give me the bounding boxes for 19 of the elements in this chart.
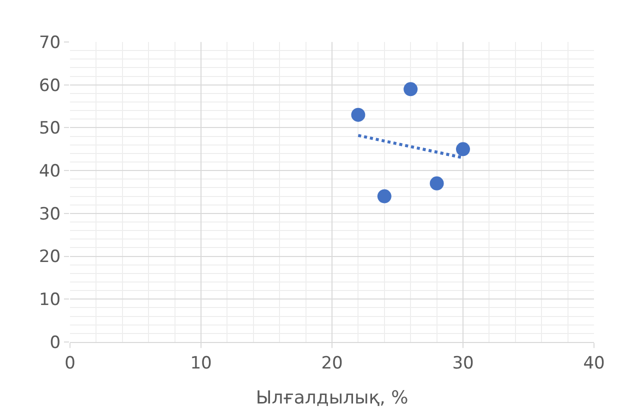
y-tick-label: 60	[38, 76, 61, 96]
point	[404, 82, 418, 96]
y-tick-label: 20	[38, 247, 61, 268]
y-tick-label: 0	[50, 332, 61, 353]
x-tick-label: 10	[190, 354, 212, 374]
x-tick-label: 0	[64, 354, 76, 374]
x-axis-title: Ылғалдылық, %	[256, 388, 408, 409]
y-tick-label: 40	[38, 162, 61, 182]
point	[377, 189, 392, 204]
y-tick-label: 10	[38, 290, 61, 310]
y-tick-label: 50	[38, 118, 61, 139]
y-tick-label: 70	[38, 32, 61, 53]
point	[456, 142, 470, 156]
x-tick-label: 30	[452, 354, 474, 374]
x-tick-label: 40	[583, 354, 605, 374]
point	[351, 108, 366, 122]
y-tick-label: 30	[38, 204, 61, 224]
x-tick-label: 20	[321, 354, 343, 374]
point	[430, 176, 444, 190]
